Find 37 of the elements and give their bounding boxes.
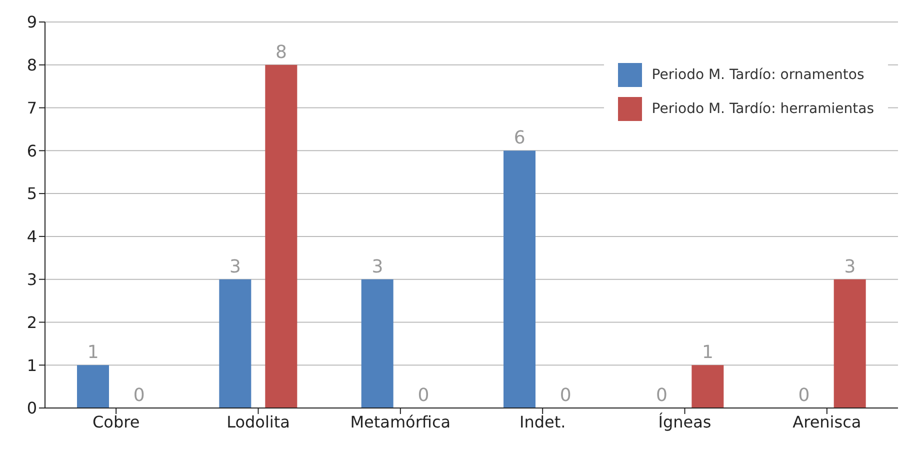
x-tick-label: Lodolita bbox=[226, 412, 290, 432]
y-tick-label: 1 bbox=[26, 356, 37, 375]
data-label: 3 bbox=[230, 256, 241, 278]
x-tick-label: Metamórfica bbox=[350, 412, 451, 432]
data-label: 8 bbox=[276, 42, 287, 63]
y-tick-label: 5 bbox=[26, 184, 37, 204]
y-tick-label: 3 bbox=[26, 270, 37, 290]
y-tick-label: 0 bbox=[26, 398, 37, 418]
data-label: 0 bbox=[656, 385, 668, 406]
bar bbox=[77, 365, 109, 408]
data-label: 6 bbox=[514, 128, 526, 149]
data-label: 0 bbox=[798, 385, 810, 406]
data-label: 0 bbox=[560, 385, 572, 406]
x-tick-label: Cobre bbox=[92, 412, 140, 432]
data-label: 0 bbox=[133, 385, 145, 406]
y-tick-label: 4 bbox=[26, 227, 37, 246]
bar bbox=[834, 279, 866, 408]
bar bbox=[219, 279, 252, 408]
legend-label: Periodo M. Tardío: ornamentos bbox=[652, 67, 864, 83]
bar bbox=[692, 365, 724, 408]
bar bbox=[265, 64, 298, 408]
data-label: 3 bbox=[372, 256, 384, 278]
bar bbox=[361, 279, 394, 408]
y-tick-label: 6 bbox=[26, 141, 37, 160]
x-tick-label: Ígneas bbox=[658, 412, 712, 432]
legend-label: Periodo M. Tardío: herramientas bbox=[652, 101, 874, 117]
y-tick-label: 7 bbox=[26, 98, 37, 118]
y-tick-label: 2 bbox=[26, 312, 37, 332]
data-label: 1 bbox=[702, 342, 714, 364]
bar bbox=[504, 150, 536, 408]
x-tick-label: Arenisca bbox=[792, 412, 862, 432]
x-tick-label: Indet. bbox=[519, 412, 566, 432]
data-label: 0 bbox=[418, 385, 430, 406]
data-label: 3 bbox=[844, 256, 856, 278]
y-tick-label: 9 bbox=[26, 12, 37, 32]
y-tick-label: 8 bbox=[26, 56, 37, 75]
data-label: 1 bbox=[87, 342, 99, 364]
